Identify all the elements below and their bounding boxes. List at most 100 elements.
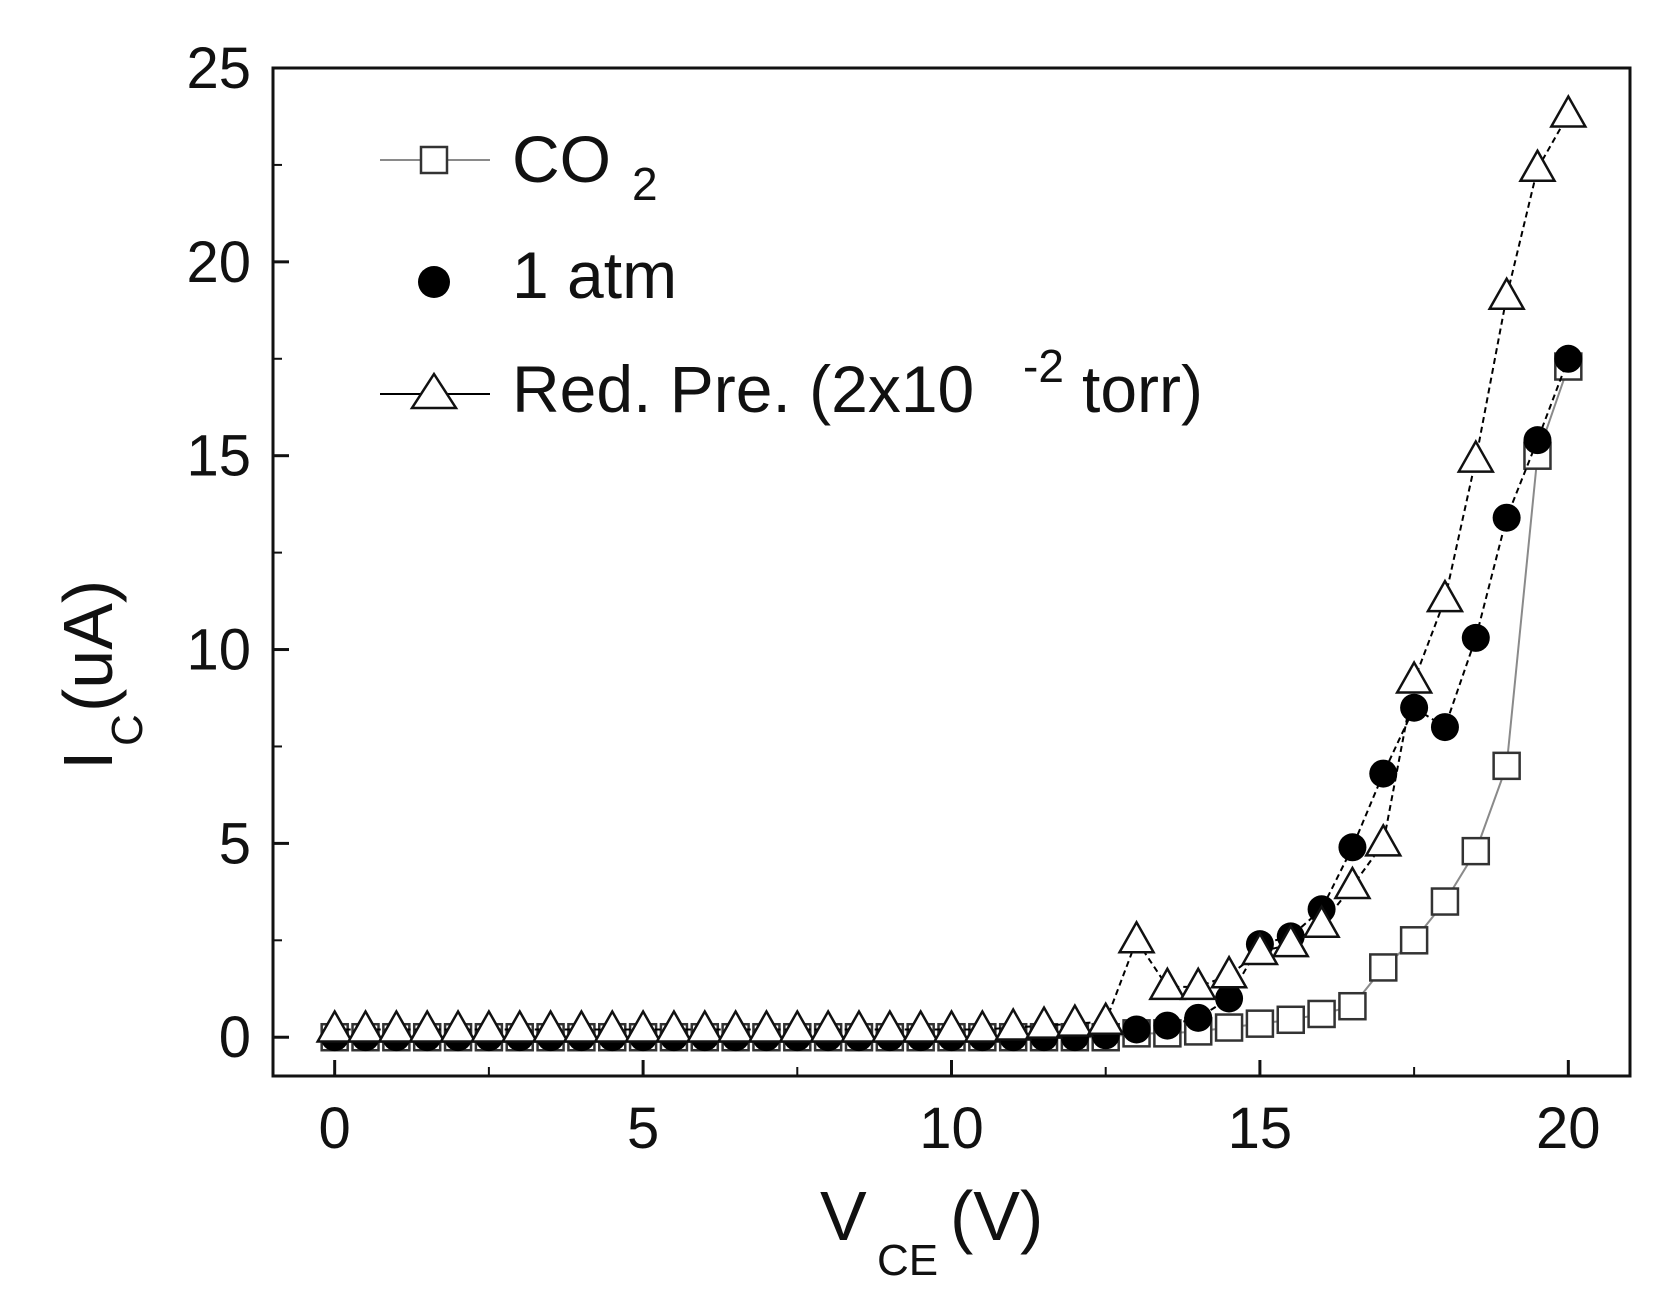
data-point (1430, 887, 1460, 916)
y-tick-label: 5 (219, 811, 251, 876)
data-point (1399, 926, 1429, 955)
data-point (1153, 1011, 1182, 1040)
data-point (1148, 966, 1187, 1001)
x-axis-title-sub: CE (877, 1236, 938, 1285)
data-point (963, 1008, 1002, 1043)
y-axis-title-unit: (uA) (49, 580, 127, 712)
data-point (1245, 1009, 1275, 1038)
data-point (1117, 919, 1156, 954)
series-2 (315, 93, 1588, 1043)
legend-label-red-pre-sup: -2 (1023, 340, 1064, 392)
x-tick-label: 15 (1228, 1096, 1293, 1161)
data-point (1024, 1005, 1064, 1039)
data-point (1461, 836, 1491, 866)
data-point (1425, 578, 1465, 613)
data-point (716, 1008, 755, 1043)
y-tick-label: 25 (186, 36, 251, 101)
data-point (1487, 276, 1526, 310)
data-point (315, 1008, 354, 1043)
legend-label-co2-sub: 2 (632, 158, 658, 210)
data-point (408, 1008, 447, 1043)
data-point (901, 1008, 940, 1043)
legend-marker-1atm (418, 266, 450, 298)
y-tick-label: 20 (186, 230, 251, 295)
series-line (334, 358, 1570, 1039)
y-tick-label: 10 (186, 618, 251, 683)
legend-entry-1atm: 1 atm (418, 238, 677, 312)
data-point (346, 1008, 385, 1043)
x-tick-label: 20 (1536, 1096, 1601, 1161)
data-point (562, 1008, 601, 1043)
x-tick-label: 0 (319, 1096, 351, 1161)
x-tick-label: 10 (919, 1096, 984, 1161)
data-point (531, 1008, 570, 1043)
legend-marker-co2 (419, 145, 449, 175)
data-point (870, 1008, 909, 1043)
data-point (1430, 713, 1459, 742)
series-layer (315, 93, 1588, 1052)
data-point (1214, 1013, 1244, 1042)
data-point (1338, 833, 1367, 862)
legend-entry-co2: CO 2 (380, 122, 658, 210)
data-point (1184, 1003, 1213, 1032)
legend-label-1atm: 1 atm (512, 238, 677, 312)
data-point (623, 1008, 663, 1043)
data-point (778, 1008, 817, 1043)
data-point (1179, 966, 1218, 1001)
x-axis-title: V CE (V) (820, 1177, 1043, 1285)
data-point (1364, 822, 1403, 857)
data-point (1055, 1003, 1095, 1037)
data-point (1461, 623, 1490, 652)
data-point (377, 1008, 416, 1043)
data-point (1369, 759, 1398, 788)
data-point (932, 1008, 971, 1043)
data-point (1518, 148, 1557, 183)
y-axis-title-sub: C (103, 714, 152, 746)
y-axis-title: I C (uA) (49, 580, 152, 770)
ticks: 0 5 10 15 20 0 5 10 15 20 25 (186, 36, 1600, 1161)
x-axis-title-unit: (V) (950, 1177, 1043, 1255)
legend-marker-red-pre (409, 371, 459, 410)
legend-label-red-pre: Red. Pre. (2x10 (512, 352, 974, 426)
legend-label-co2: CO (512, 122, 611, 196)
legend: CO 2 1 atm Red. Pre. (2x10 -2 torr) (380, 122, 1203, 426)
y-axis-title-main: I (49, 751, 127, 770)
x-axis-title-main: V (820, 1177, 867, 1255)
data-point (1492, 751, 1521, 781)
data-point (839, 1008, 879, 1043)
series-1 (320, 344, 1583, 1052)
data-point (593, 1008, 632, 1043)
data-point (808, 1008, 848, 1043)
data-point (1369, 953, 1398, 982)
data-point (1400, 693, 1429, 722)
data-point (1271, 923, 1310, 958)
data-point (1240, 931, 1280, 966)
data-point (685, 1008, 724, 1043)
data-point (994, 1007, 1033, 1041)
data-point (1456, 439, 1495, 473)
data-point (1086, 1001, 1125, 1035)
series-0 (320, 352, 1583, 1052)
x-tick-label: 5 (627, 1096, 659, 1161)
data-point (1492, 503, 1521, 532)
data-point (469, 1008, 509, 1043)
data-point (1307, 999, 1336, 1029)
y-tick-label: 0 (219, 1005, 251, 1070)
data-point (438, 1008, 478, 1043)
legend-entry-red-pre: Red. Pre. (2x10 -2 torr) (380, 340, 1203, 426)
data-point (1549, 93, 1588, 128)
legend-label-red-pre-tail: torr) (1082, 352, 1203, 426)
data-point (1394, 660, 1434, 694)
y-tick-label: 15 (186, 424, 251, 489)
data-point (1554, 344, 1583, 373)
data-point (1523, 426, 1552, 455)
data-point (747, 1008, 786, 1043)
data-point (1209, 954, 1249, 989)
data-point (1276, 1005, 1305, 1035)
data-point (1333, 865, 1372, 900)
series-line (334, 366, 1570, 1039)
data-point (1215, 984, 1244, 1013)
data-point (1122, 1015, 1151, 1044)
data-point (654, 1008, 694, 1043)
